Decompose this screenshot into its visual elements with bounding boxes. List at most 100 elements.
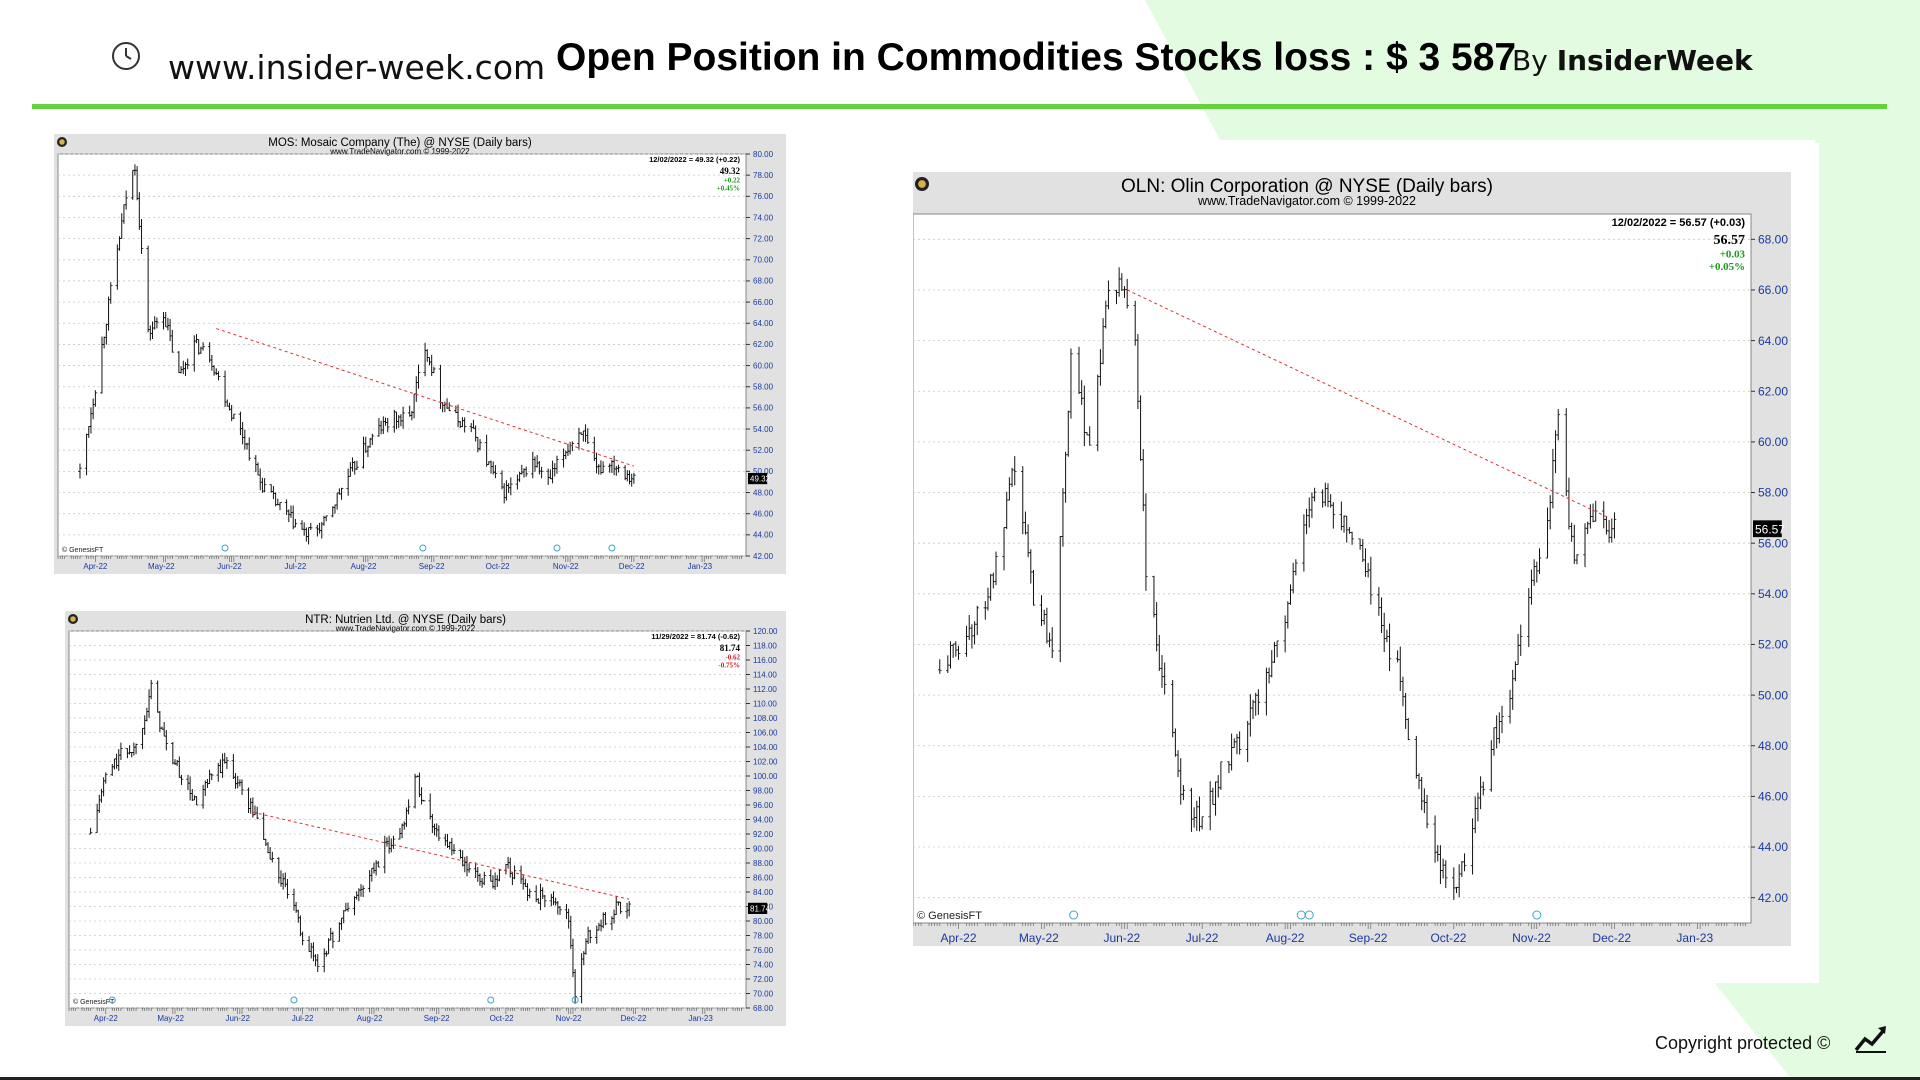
x-tick-label: Sep-22 [1349,931,1388,945]
x-tick-label: Apr-22 [94,1014,119,1023]
last-bar-label: 12/02/2022 = 56.57 (+0.03) [1612,217,1746,229]
event-marker-icon [290,996,298,1004]
quote-change: +0.22 [724,177,741,185]
footer-divider [0,1077,1920,1080]
chart-ntr: NTR: Nutrien Ltd. @ NYSE (Daily bars) www… [65,611,786,1026]
y-tick-label: 80.00 [753,150,774,159]
event-marker-icon [553,544,561,552]
y-tick-label: 112.00 [753,685,777,694]
quote-percent: +0.45% [717,185,740,193]
y-tick-label: 44.00 [1758,840,1788,854]
y-tick-label: 66.00 [753,298,774,307]
y-tick-label: 64.00 [753,319,774,328]
trendline [216,328,635,467]
y-tick-label: 54.00 [1758,587,1788,601]
y-tick-label: 104.00 [753,743,778,752]
event-marker-icon [571,996,579,1004]
watermark: © GenesisFT [62,546,104,554]
ohlc-series [78,164,636,545]
y-tick-label: 78.00 [753,171,774,180]
x-tick-label: Jul-22 [284,562,306,571]
y-tick-label: 68.00 [1758,233,1788,247]
event-marker-icon [1532,910,1542,920]
y-tick-label: 84.00 [753,888,774,897]
y-tick-label: 64.00 [1758,334,1788,348]
x-tick-label: Nov-22 [1512,931,1551,945]
x-tick-label: May-22 [157,1014,184,1023]
site-url[interactable]: www.insider-week.com [168,48,546,87]
globe-icon [57,137,67,147]
quote-price: 81.74 [720,643,741,653]
event-marker-icon [608,544,616,552]
quote-percent: +0.05% [1709,261,1745,273]
x-tick-label: Dec-22 [619,562,645,571]
y-tick-label: 116.00 [753,656,777,665]
event-marker-icon [1069,910,1079,920]
y-tick-label: 50.00 [753,467,774,476]
y-tick-label: 48.00 [753,488,774,497]
last-bar-label: 12/02/2022 = 49.32 (+0.22) [649,155,740,164]
y-tick-label: 68.00 [753,1004,774,1013]
clock-icon [112,42,140,70]
chart-subtitle: www.TradeNavigator.com © 1999-2022 [1197,194,1416,208]
y-tick-label: 94.00 [753,815,774,824]
price-marker-label: 56.57 [1755,522,1785,536]
byline-brand: InsiderWeek [1556,44,1753,77]
trendline [252,811,630,900]
price-marker [1753,520,1782,538]
y-tick-label: 120.00 [753,627,778,636]
byline-prefix: By [1512,44,1557,77]
globe-icon [68,614,78,624]
x-tick-label: Apr-22 [83,562,108,571]
chart-oln: OLN: Olin Corporation @ NYSE (Daily bars… [913,172,1791,946]
y-tick-label: 68.00 [753,277,774,286]
x-tick-label: Sep-22 [424,1014,450,1023]
x-tick-label: Apr-22 [940,931,976,945]
y-tick-label: 76.00 [753,192,774,201]
y-tick-label: 56.00 [753,404,774,413]
y-tick-label: 90.00 [753,844,774,853]
trend-up-icon [1854,1026,1886,1053]
plot-area [913,213,1752,924]
y-tick-label: 118.00 [753,641,777,650]
x-tick-label: May-22 [1019,931,1059,945]
x-tick-label: Oct-22 [1430,931,1466,945]
chart-title: MOS: Mosaic Company (The) @ NYSE (Daily … [268,137,532,149]
event-marker-icon [419,544,427,552]
x-tick-label: Sep-22 [419,562,445,571]
y-tick-label: 44.00 [753,531,774,540]
y-tick-label: 52.00 [1758,638,1788,652]
chart-ntr-svg: NTR: Nutrien Ltd. @ NYSE (Daily bars)www… [68,614,778,1023]
quote-price: 49.32 [720,166,741,176]
x-tick-label: Jul-22 [292,1014,314,1023]
y-tick-label: 108.00 [753,714,778,723]
y-tick-label: 46.00 [753,509,774,518]
y-tick-label: 60.00 [1758,435,1788,449]
y-tick-label: 72.00 [753,975,774,984]
plot-area [57,153,747,557]
y-tick-label: 60.00 [753,361,774,370]
x-tick-label: Jan-23 [1676,931,1713,945]
x-tick-label: Aug-22 [1266,931,1305,945]
event-marker-icon [221,544,229,552]
price-marker [748,902,768,914]
chart-subtitle: www.TradeNavigator.com © 1999-2022 [335,624,476,633]
last-bar-label: 11/29/2022 = 81.74 (-0.62) [651,632,740,641]
y-tick-label: 62.00 [753,340,774,349]
y-tick-label: 80.00 [753,917,774,926]
x-tick-label: Nov-22 [556,1014,582,1023]
watermark: © GenesisFT [73,998,115,1006]
event-marker-icon [1304,910,1314,920]
x-tick-label: Jul-22 [1186,931,1219,945]
y-tick-label: 54.00 [753,425,774,434]
y-tick-label: 42.00 [1758,891,1788,905]
x-tick-label: Dec-22 [1592,931,1631,945]
chart-oln-svg: OLN: Olin Corporation @ NYSE (Daily bars… [913,176,1788,945]
copyright-text: Copyright protected © [1655,1033,1831,1053]
y-tick-label: 72.00 [753,234,774,243]
x-tick-label: Jun-22 [1103,931,1140,945]
price-marker-label: 49.32 [750,475,771,484]
quote-change: -0.62 [725,654,740,662]
event-marker-icon [108,996,116,1004]
x-tick-label: Aug-22 [357,1014,383,1023]
